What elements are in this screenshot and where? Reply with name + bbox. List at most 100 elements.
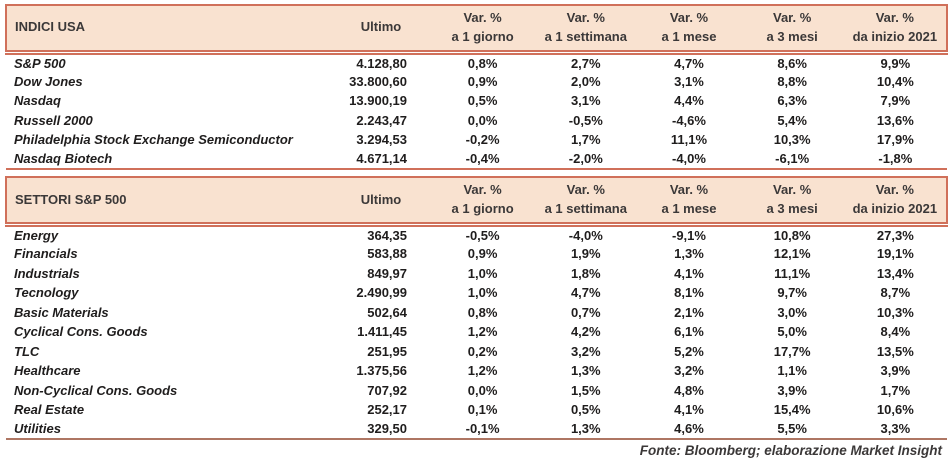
var-value: 1,3% xyxy=(637,243,741,264)
var-value: 9,7% xyxy=(740,282,844,303)
row-label: Philadelphia Stock Exchange Semiconducto… xyxy=(6,130,331,150)
table-row: Dow Jones 33.800,60 0,9% 2,0% 3,1% 8,8% 10,4% xyxy=(6,71,947,92)
var-value: -6,1% xyxy=(740,149,844,171)
var-value: 0,5% xyxy=(431,91,535,111)
var-value: 19,1% xyxy=(843,243,947,264)
var-value: 5,5% xyxy=(740,419,844,440)
row-label: Russell 2000 xyxy=(6,110,331,131)
var-header-line2: a 1 mese xyxy=(661,28,717,44)
table-row: S&P 500 4.128,80 0,8% 2,7% 4,7% 8,6% 9,9% xyxy=(6,52,947,72)
var-header-line1: Var. % xyxy=(875,10,914,25)
ultimo-value: 583,88 xyxy=(331,243,431,264)
header-row: INDICI USA Ultimo Var. % a 1 giorno Var.… xyxy=(5,3,948,55)
var-value: 4,1% xyxy=(637,399,741,420)
col-header-var-1-settimana: Var. % a 1 settimana xyxy=(534,176,638,227)
var-header-line1: Var. % xyxy=(463,10,502,25)
page: INDICI USA Ultimo Var. % a 1 giorno Var.… xyxy=(5,3,948,458)
table-title-indici-usa: INDICI USA xyxy=(5,3,331,55)
table-row: Real Estate 252,17 0,1% 0,5% 4,1% 15,4% 10,6% xyxy=(6,399,947,420)
var-header-line1: Var. % xyxy=(773,182,812,198)
var-value: 4,4% xyxy=(637,91,741,111)
indici-usa-header: INDICI USA Ultimo Var. % a 1 giorno Var.… xyxy=(5,3,948,55)
var-header-line2: a 1 giorno xyxy=(451,28,514,44)
col-header-var-1-giorno: Var. % a 1 giorno xyxy=(431,176,535,227)
var-header-line1: Var. % xyxy=(566,10,605,25)
var-value: 10,6% xyxy=(843,399,947,420)
var-value: 0,0% xyxy=(431,110,535,131)
col-header-ultimo: Ultimo xyxy=(331,3,431,55)
var-value: 13,6% xyxy=(843,110,947,131)
var-value: 3,2% xyxy=(637,360,741,381)
var-value: 1,3% xyxy=(534,419,638,440)
var-value: 9,9% xyxy=(843,52,947,72)
var-header-line1: Var. % xyxy=(463,182,502,198)
var-header-line2: a 1 settimana xyxy=(544,28,627,44)
var-value: -4,6% xyxy=(637,110,741,131)
col-header-var-3-mesi: Var. % a 3 mesi xyxy=(740,3,844,55)
table-row: Philadelphia Stock Exchange Semiconducto… xyxy=(6,130,947,150)
row-label: Basic Materials xyxy=(6,302,331,322)
var-value: 1,0% xyxy=(431,263,535,283)
var-value: 1,1% xyxy=(740,360,844,381)
var-value: 0,9% xyxy=(431,243,535,264)
var-value: 5,2% xyxy=(637,341,741,361)
var-header-line1: Var. % xyxy=(669,182,709,198)
settori-sp500-header: SETTORI S&P 500 Ultimo Var. % a 1 giorno… xyxy=(5,176,948,227)
var-value: 4,7% xyxy=(534,282,638,303)
col-header-var-1-giorno: Var. % a 1 giorno xyxy=(431,3,535,55)
var-value: 1,7% xyxy=(534,130,638,150)
var-value: 11,1% xyxy=(740,263,844,283)
ultimo-value: 4.671,14 xyxy=(331,149,431,171)
var-header-line2: a 1 mese xyxy=(661,201,717,217)
var-value: -0,5% xyxy=(431,224,535,244)
table-row: Industrials 849,97 1,0% 1,8% 4,1% 11,1% 13,4% xyxy=(6,263,947,283)
col-header-var-3-mesi: Var. % a 3 mesi xyxy=(740,176,844,227)
var-value: 5,4% xyxy=(740,110,844,131)
ultimo-value: 4.128,80 xyxy=(331,52,431,72)
ultimo-value: 502,64 xyxy=(331,302,431,322)
ultimo-value: 3.294,53 xyxy=(331,130,431,150)
var-value: 4,6% xyxy=(637,419,741,440)
col-header-ultimo: Ultimo xyxy=(331,176,431,227)
ultimo-value: 2.490,99 xyxy=(331,282,431,303)
var-value: -0,2% xyxy=(431,130,535,150)
var-value: 8,1% xyxy=(637,282,741,303)
settori-sp500-table: SETTORI S&P 500 Ultimo Var. % a 1 giorno… xyxy=(5,176,948,440)
var-value: 0,5% xyxy=(534,399,638,420)
row-label: S&P 500 xyxy=(6,52,331,72)
var-value: 4,8% xyxy=(637,380,741,400)
table-row: Tecnology 2.490,99 1,0% 4,7% 8,1% 9,7% 8,7% xyxy=(6,282,947,303)
table-row: Cyclical Cons. Goods 1.411,45 1,2% 4,2% 6,1%… xyxy=(6,321,947,342)
row-label: Dow Jones xyxy=(6,71,331,92)
table-row: Nasdaq 13.900,19 0,5% 3,1% 4,4% 6,3% 7,9% xyxy=(6,91,947,111)
row-label: Energy xyxy=(6,224,331,244)
var-value: 0,2% xyxy=(431,341,535,361)
var-value: 13,5% xyxy=(843,341,947,361)
ultimo-value: 13.900,19 xyxy=(331,91,431,111)
var-header-line2: a 3 mesi xyxy=(766,28,818,44)
var-value: 6,3% xyxy=(740,91,844,111)
var-value: 27,3% xyxy=(843,224,947,244)
row-label: TLC xyxy=(6,341,331,361)
var-value: -2,0% xyxy=(534,149,638,171)
var-value: 4,1% xyxy=(637,263,741,283)
ultimo-value: 252,17 xyxy=(331,399,431,420)
var-value: 0,8% xyxy=(431,52,535,72)
row-label: Non-Cyclical Cons. Goods xyxy=(6,380,331,400)
var-value: 3,1% xyxy=(534,91,638,111)
var-value: 0,8% xyxy=(431,302,535,322)
indici-usa-body: S&P 500 4.128,80 0,8% 2,7% 4,7% 8,6% 9,9% Dow J… xyxy=(6,52,947,171)
ultimo-value: 1.375,56 xyxy=(331,360,431,381)
var-value: -9,1% xyxy=(637,224,741,244)
var-header-line2: da inizio 2021 xyxy=(852,28,938,44)
table-row: Nasdaq Biotech 4.671,14 -0,4% -2,0% -4,0% -6,… xyxy=(6,149,947,171)
var-value: 0,7% xyxy=(534,302,638,322)
var-value: 1,7% xyxy=(843,380,947,400)
var-value: -0,5% xyxy=(534,110,638,131)
var-value: 1,9% xyxy=(534,243,638,264)
var-value: 4,7% xyxy=(637,52,741,72)
ultimo-value: 329,50 xyxy=(331,419,431,440)
row-label: Healthcare xyxy=(6,360,331,381)
table-row: Utilities 329,50 -0,1% 1,3% 4,6% 5,5% 3,3% xyxy=(6,419,947,440)
ultimo-value: 33.800,60 xyxy=(331,71,431,92)
